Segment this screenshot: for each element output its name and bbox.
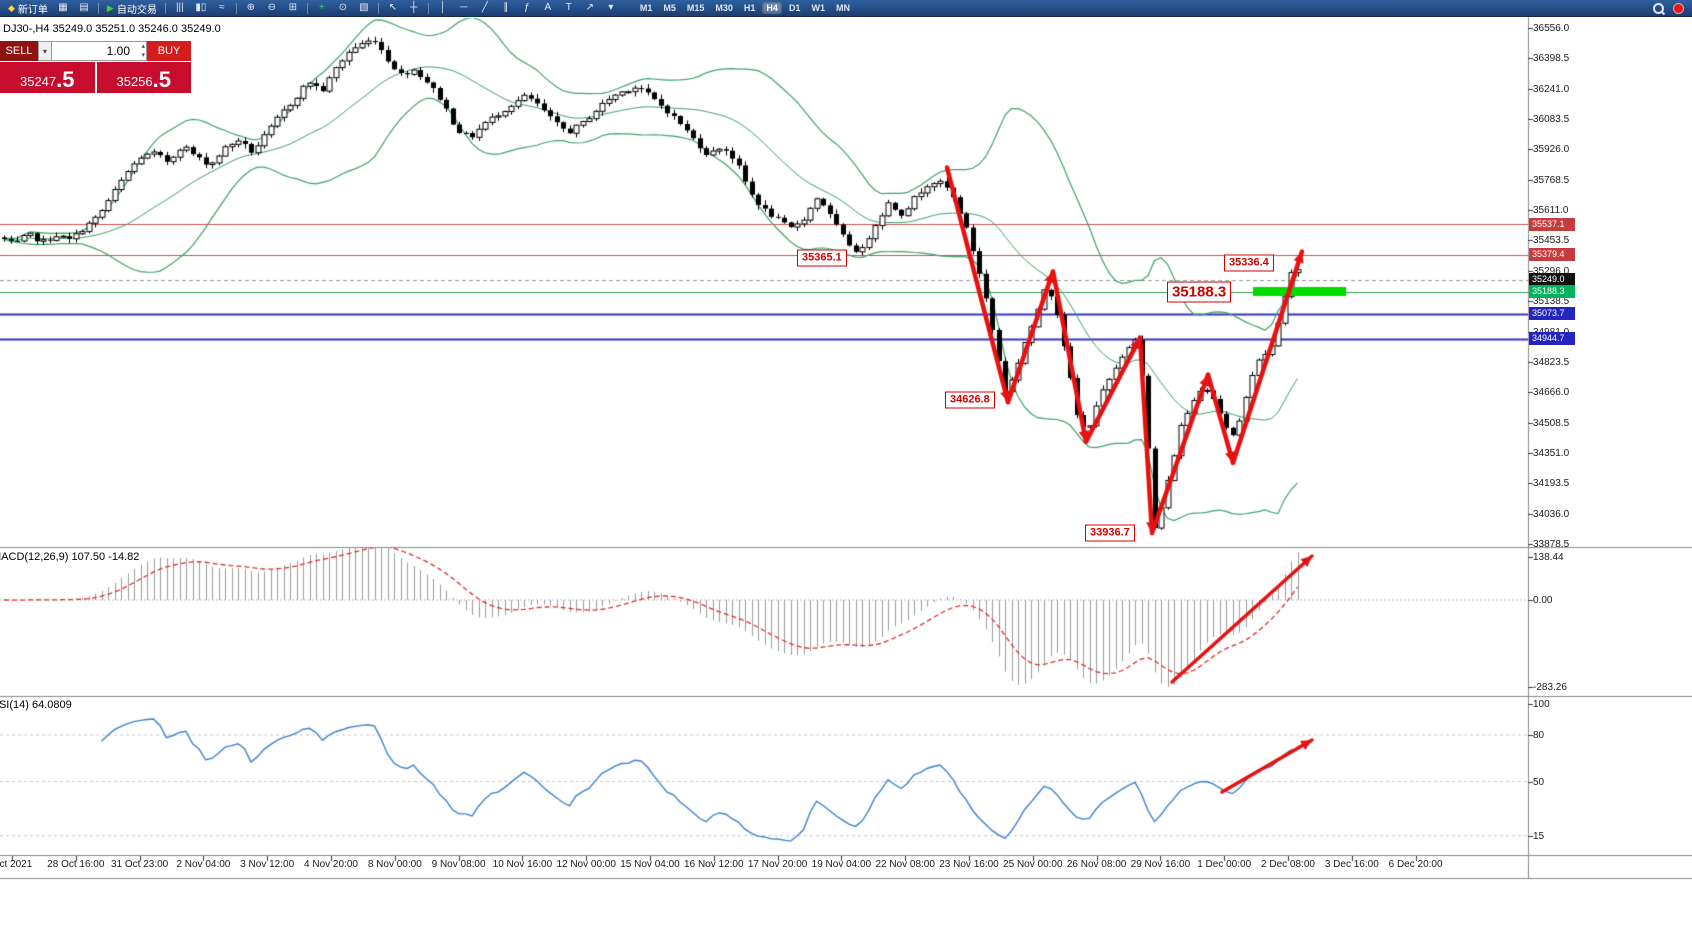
buy-price-button[interactable]: 35256.5: [96, 62, 191, 93]
volume-decrease-button[interactable]: ▾: [141, 52, 145, 59]
timeframe-button-m15[interactable]: M15: [686, 3, 705, 13]
horizontal-line-icon[interactable]: ─: [460, 2, 468, 13]
toolbar-separator: [427, 2, 429, 14]
volume-input[interactable]: [52, 41, 147, 61]
arrows-dropdown-icon[interactable]: ▾: [608, 2, 614, 13]
fibonacci-icon[interactable]: ƒ: [524, 2, 530, 13]
arrows-icon[interactable]: ↗: [585, 2, 595, 13]
auto-trading-icon: ▶: [106, 2, 114, 13]
search-icon[interactable]: [1652, 2, 1665, 15]
main-toolbar: ◆ 新订单 ▦ ▤ ▶ 自动交易 ||| ▮▯ ≈ ⊕ ⊖ ⊞ + ⊙ ▧ ↖ …: [0, 0, 1692, 17]
channel-icon[interactable]: ∥: [503, 2, 509, 13]
volume-increase-button[interactable]: ▴: [141, 43, 145, 50]
chart-wizard-icon[interactable]: ▦: [58, 2, 68, 13]
new-order-label: 新订单: [17, 4, 48, 16]
sell-price-button[interactable]: 35247.5: [0, 62, 95, 93]
new-order-button[interactable]: ◆ 新订单: [4, 1, 52, 16]
candlestick-chart-icon[interactable]: ▮▯: [195, 2, 207, 13]
periods-icon[interactable]: ⊙: [338, 2, 348, 13]
cursor-icon[interactable]: ↖: [388, 2, 398, 13]
sell-button[interactable]: SELL: [0, 41, 38, 61]
indicators-icon[interactable]: +: [318, 2, 325, 13]
timeframe-button-m30[interactable]: M30: [715, 3, 733, 13]
line-chart-icon[interactable]: ≈: [219, 2, 225, 13]
timeframe-buttons: M1 M5 M15 M30 H1 H4 D1 W1 MN: [636, 2, 854, 14]
timeframe-button-h1[interactable]: H1: [743, 3, 756, 13]
auto-trading-label: 自动交易: [116, 4, 157, 16]
one-click-trading-panel: SELL ▾ ▴ ▾ BUY 35247.5 35256.5: [0, 41, 191, 93]
text-icon[interactable]: A: [544, 2, 552, 13]
alert-indicator-icon[interactable]: [1673, 2, 1684, 14]
timeframe-button-h4[interactable]: H4: [762, 2, 782, 14]
volume-dropdown-button[interactable]: ▾: [38, 41, 52, 61]
sell-price-int: 35247: [19, 73, 57, 89]
trendline-icon[interactable]: ╱: [481, 2, 488, 13]
vertical-line-icon[interactable]: │: [439, 2, 446, 13]
templates-icon[interactable]: ▧: [359, 2, 369, 13]
tile-windows-icon[interactable]: ⊞: [288, 2, 298, 13]
buy-price-dec: .5: [152, 67, 171, 92]
timeframe-button-w1[interactable]: W1: [811, 3, 825, 13]
sell-price-dec: .5: [56, 67, 75, 92]
buy-price-int: 35256: [116, 73, 153, 89]
buy-button[interactable]: BUY: [147, 41, 191, 61]
timeframe-button-mn[interactable]: MN: [835, 3, 850, 13]
zoom-in-icon[interactable]: ⊕: [246, 2, 256, 13]
toolbar-right-group: [1652, 2, 1688, 15]
crosshair-icon[interactable]: ┼: [410, 2, 418, 13]
zoom-out-icon[interactable]: ⊖: [267, 2, 277, 13]
toolbar-separator: [97, 2, 99, 14]
toolbar-separator: [306, 2, 308, 14]
profiles-icon[interactable]: ▤: [79, 2, 89, 13]
label-icon[interactable]: T: [565, 2, 572, 13]
timeframe-button-d1[interactable]: D1: [788, 3, 801, 13]
auto-trading-button[interactable]: ▶ 自动交易: [103, 1, 161, 16]
timeframe-button-m1[interactable]: M1: [639, 3, 653, 13]
toolbar-separator: [164, 2, 166, 14]
timeframe-button-m5[interactable]: M5: [663, 3, 676, 13]
toolbar-separator: [235, 2, 237, 14]
bar-chart-icon[interactable]: |||: [175, 2, 184, 13]
toolbar-separator: [377, 2, 379, 14]
new-order-icon: ◆: [8, 2, 15, 13]
